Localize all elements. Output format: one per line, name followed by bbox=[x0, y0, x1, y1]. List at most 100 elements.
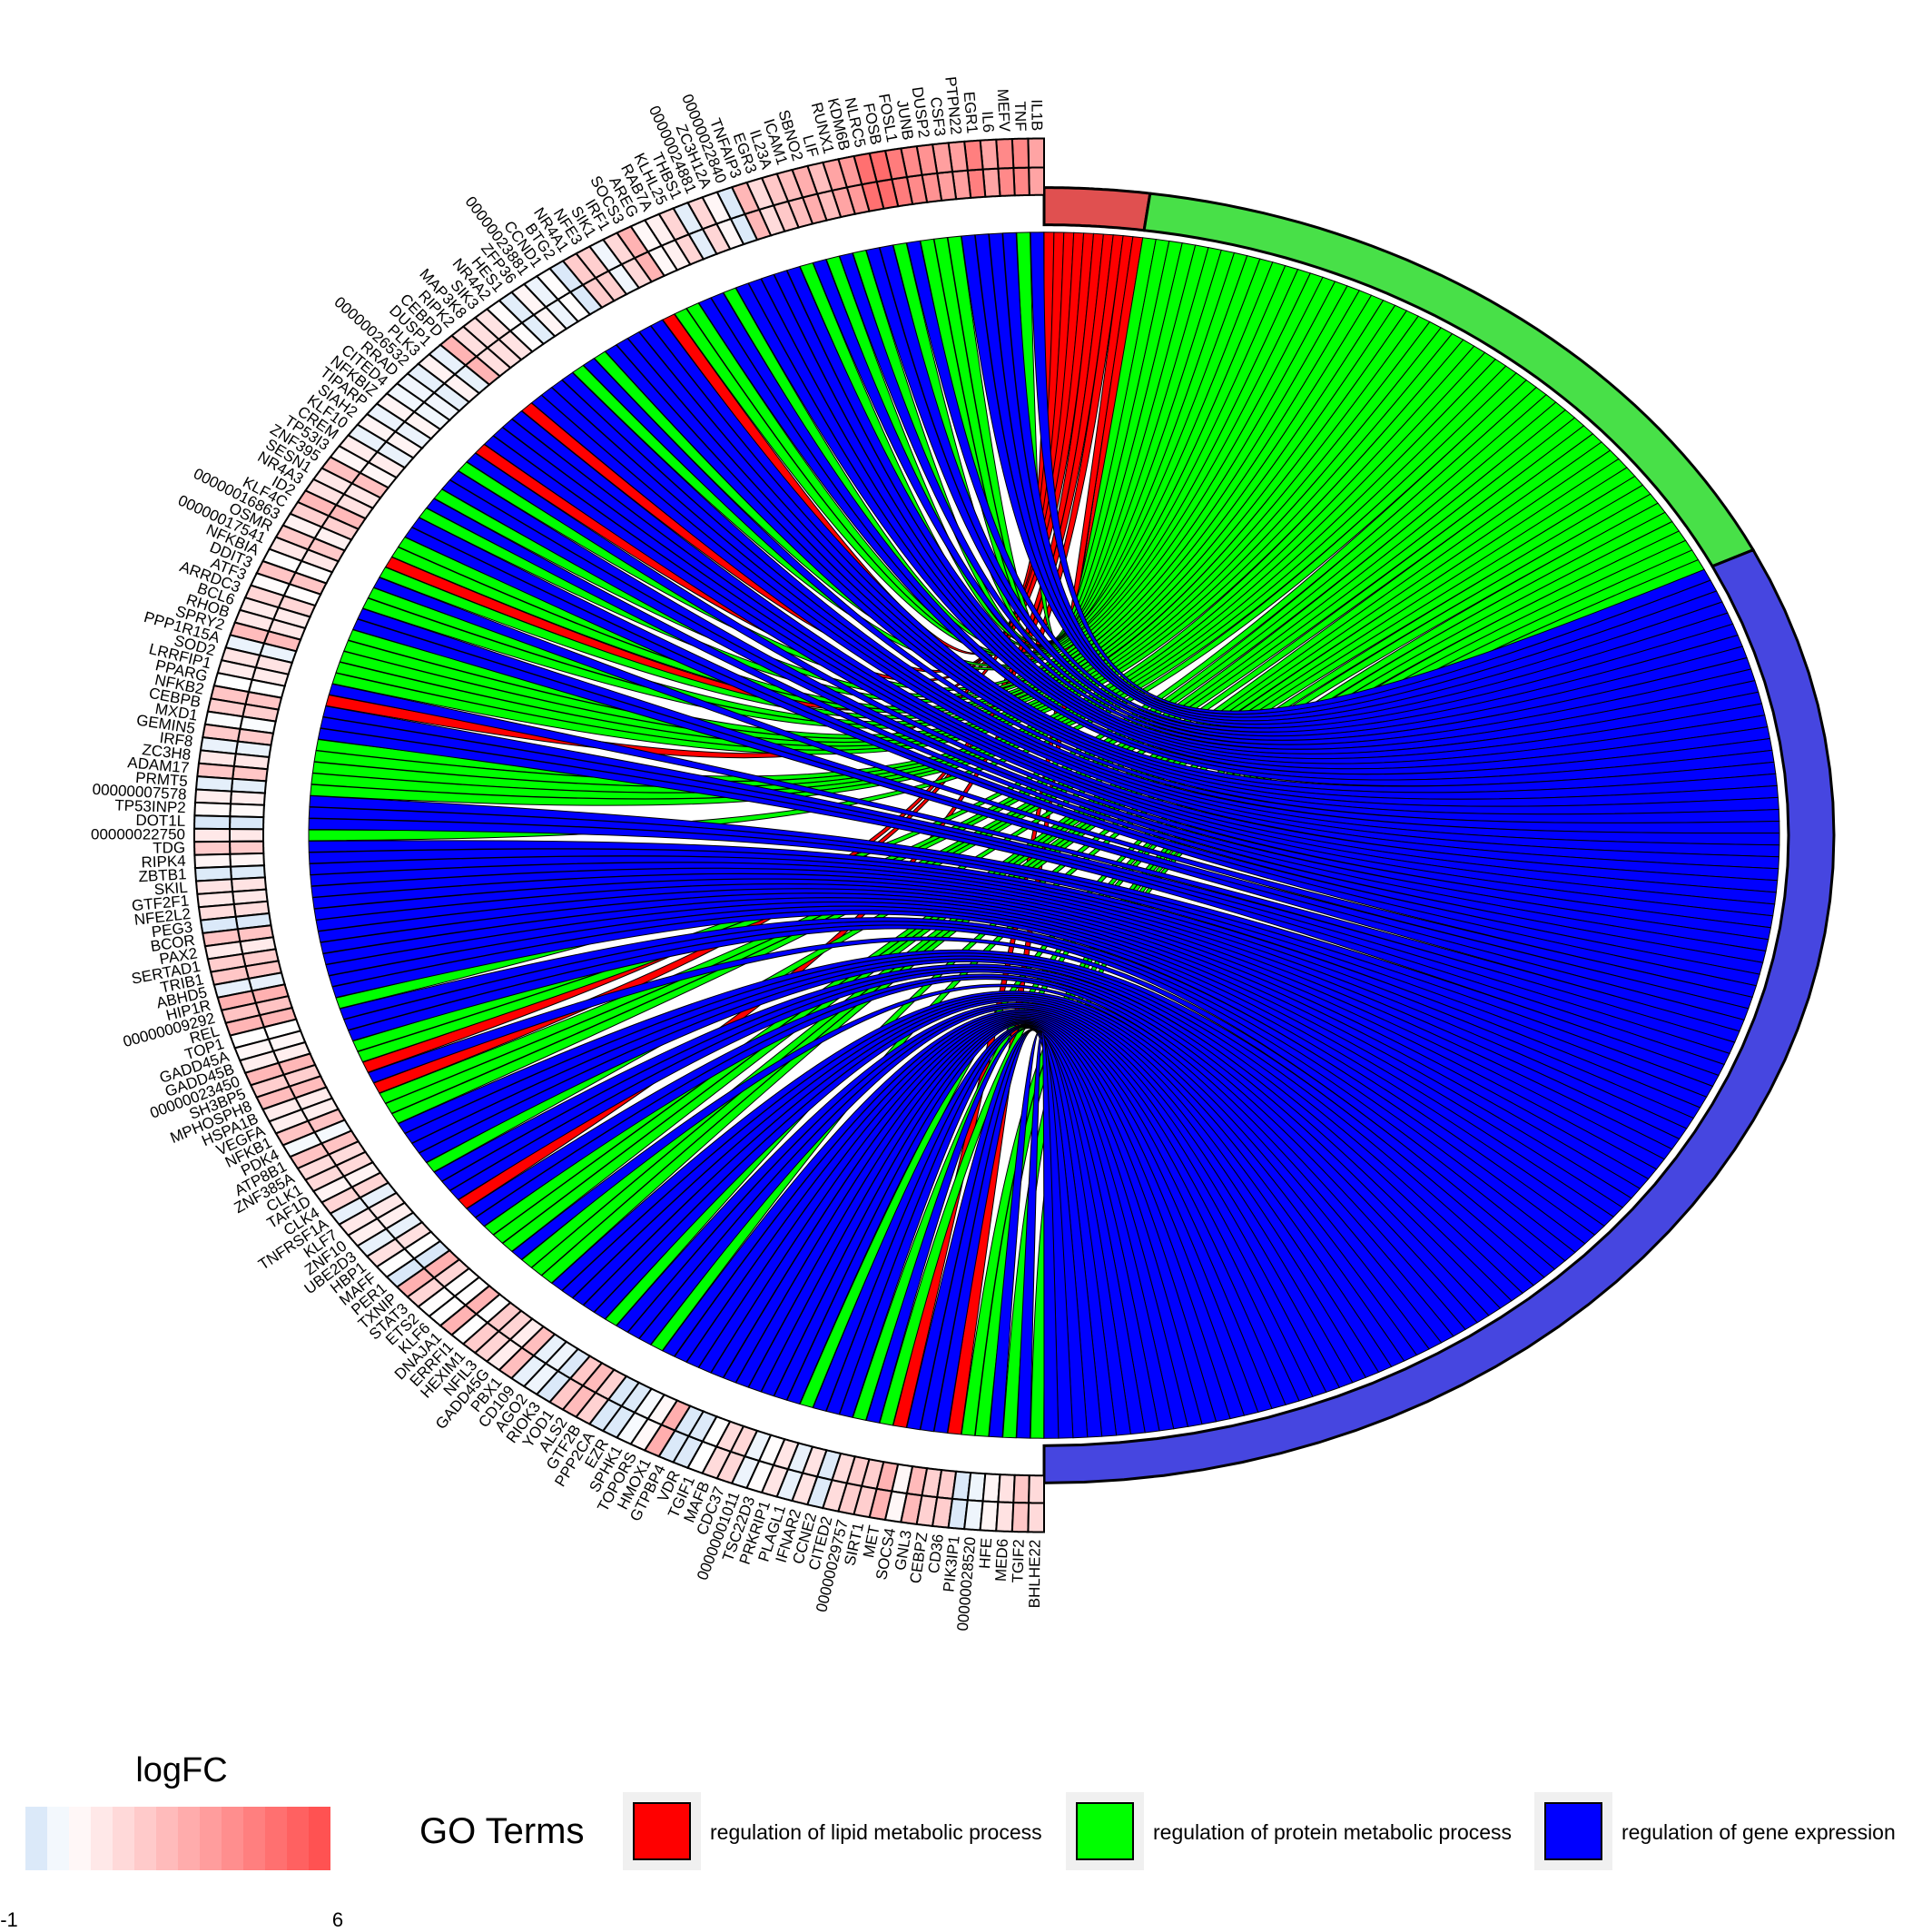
logfc-scale-cell bbox=[178, 1807, 200, 1870]
logfc-scale-cell bbox=[134, 1807, 156, 1870]
legend-protein-swatch bbox=[1076, 1802, 1134, 1860]
logfc-cell-inner bbox=[997, 1474, 1016, 1503]
logfc-cell-outer bbox=[289, 1142, 330, 1170]
ribbon bbox=[638, 1006, 1341, 1394]
logfc-cell-outer bbox=[200, 915, 239, 934]
ribbon bbox=[839, 1026, 1146, 1435]
logfc-cell-outer bbox=[643, 212, 676, 248]
logfc-cell-outer bbox=[320, 1186, 362, 1215]
logfc-cell-outer bbox=[821, 158, 849, 192]
logfc-cell-outer bbox=[853, 152, 878, 186]
logfc-scale-cell bbox=[91, 1807, 113, 1870]
go-terms-legend: GO Terms regulation of lipid metabolic p… bbox=[419, 1792, 1896, 1870]
logfc-cell-outer bbox=[395, 372, 436, 404]
logfc-cell-outer bbox=[385, 1257, 426, 1288]
gene-label: 00000022750 bbox=[91, 825, 185, 843]
ribbon bbox=[593, 999, 1380, 1378]
go-term-arcs bbox=[1042, 186, 1836, 1484]
logfc-scale-cell bbox=[287, 1807, 309, 1870]
logfc-cell-outer bbox=[239, 1050, 281, 1075]
logfc-cell-outer bbox=[268, 1108, 310, 1135]
logfc-cell-outer bbox=[915, 143, 939, 177]
logfc-cell-outer bbox=[261, 1097, 303, 1123]
logfc-cell-outer bbox=[522, 1362, 560, 1396]
ribbon bbox=[317, 727, 1725, 1077]
logfc-cell-outer bbox=[243, 584, 286, 609]
gene-label: MED6 bbox=[992, 1538, 1011, 1582]
logfc-cell-outer bbox=[575, 1391, 610, 1425]
logfc-scale-cell bbox=[200, 1807, 222, 1870]
logfc-cell-outer bbox=[193, 853, 232, 870]
ribbon bbox=[839, 252, 1752, 745]
ribbon bbox=[865, 1027, 1131, 1436]
logfc-cell-outer bbox=[194, 878, 234, 895]
logfc-cell-outer bbox=[197, 749, 238, 768]
gene-label: IRF8 bbox=[159, 729, 194, 751]
gene-label: SKIL bbox=[153, 879, 188, 899]
logfc-cell-outer bbox=[715, 1450, 746, 1484]
gene-label: BHLHE22 bbox=[1026, 1540, 1044, 1609]
term-arc-0 bbox=[1042, 186, 1152, 232]
gene-logfc-rings bbox=[193, 137, 1045, 1533]
gene-label: IL1B bbox=[1028, 99, 1045, 131]
ribbon bbox=[308, 817, 1708, 1109]
logfc-cell-outer bbox=[883, 1490, 909, 1523]
logfc-cell-outer bbox=[428, 343, 468, 376]
gene-label: DOT1L bbox=[135, 812, 185, 830]
logfc-scale-cell bbox=[113, 1807, 134, 1870]
logfc-cell-outer bbox=[685, 1440, 718, 1474]
logfc-cell-outer bbox=[900, 1492, 923, 1525]
logfc-cell-outer bbox=[296, 1153, 338, 1181]
logfc-cell-outer bbox=[193, 840, 232, 856]
logfc-cell-outer bbox=[657, 1429, 691, 1464]
logfc-cell-outer bbox=[547, 260, 585, 293]
logfc-cell-outer bbox=[760, 172, 790, 207]
logfc-cell-inner bbox=[229, 803, 266, 819]
logfc-cell-outer bbox=[416, 1286, 457, 1318]
logfc-cell-outer bbox=[329, 445, 370, 475]
gene-label: IL6 bbox=[979, 111, 998, 133]
logfc-cell-outer bbox=[250, 1073, 291, 1099]
gene-label: TDG bbox=[153, 839, 185, 857]
logfc-cell-outer bbox=[296, 489, 338, 518]
logfc-cell-outer bbox=[229, 1026, 271, 1050]
logfc-cell-outer bbox=[289, 500, 330, 528]
logfc-scale-cell bbox=[265, 1807, 287, 1870]
logfc-cell-outer bbox=[268, 536, 310, 563]
logfc-cell-outer bbox=[498, 1346, 536, 1380]
logfc-cell-outer bbox=[535, 267, 572, 301]
logfc-cell-outer bbox=[416, 352, 457, 385]
logfc-cell-outer bbox=[821, 1479, 849, 1513]
logfc-cell-outer bbox=[212, 977, 253, 999]
ribbon bbox=[331, 332, 1464, 755]
logfc-cell-outer bbox=[375, 1247, 416, 1278]
logfc-cell-outer bbox=[995, 1501, 1015, 1533]
logfc-cell-outer bbox=[365, 1237, 407, 1268]
gene-label: MEFV bbox=[994, 88, 1013, 133]
logfc-cell-outer bbox=[1027, 1502, 1045, 1533]
logfc-cell-outer bbox=[347, 1217, 388, 1247]
legend-lipid-swatch bbox=[633, 1802, 691, 1860]
legend-geneexpr-label: regulation of gene expression bbox=[1622, 1820, 1896, 1844]
logfc-cell-outer bbox=[685, 196, 718, 231]
logfc-cell-outer bbox=[406, 362, 447, 394]
logfc-cell-outer bbox=[510, 1354, 547, 1388]
logfc-cell-outer bbox=[947, 1497, 969, 1531]
ribbon bbox=[530, 394, 1779, 882]
logfc-scale-min-label: -1 bbox=[0, 1908, 18, 1931]
gene-label: PRMT5 bbox=[135, 769, 189, 790]
ribbon bbox=[347, 924, 1566, 1270]
legend-lipid-label: regulation of lipid metabolic process bbox=[710, 1820, 1042, 1844]
logfc-cell-outer bbox=[643, 1423, 676, 1458]
logfc-cell-outer bbox=[239, 596, 281, 621]
logfc-cell-outer bbox=[547, 1377, 585, 1411]
logfc-cell-outer bbox=[274, 1119, 317, 1147]
ribbon bbox=[988, 1030, 1074, 1439]
logfc-cell-outer bbox=[193, 865, 232, 882]
logfc-cell-outer bbox=[616, 225, 650, 260]
logfc-cell-outer bbox=[461, 1321, 501, 1355]
ribbon bbox=[379, 294, 1385, 720]
logfc-cell-outer bbox=[281, 512, 323, 540]
logfc-cell-outer bbox=[320, 456, 362, 485]
ribbon bbox=[310, 365, 1517, 806]
